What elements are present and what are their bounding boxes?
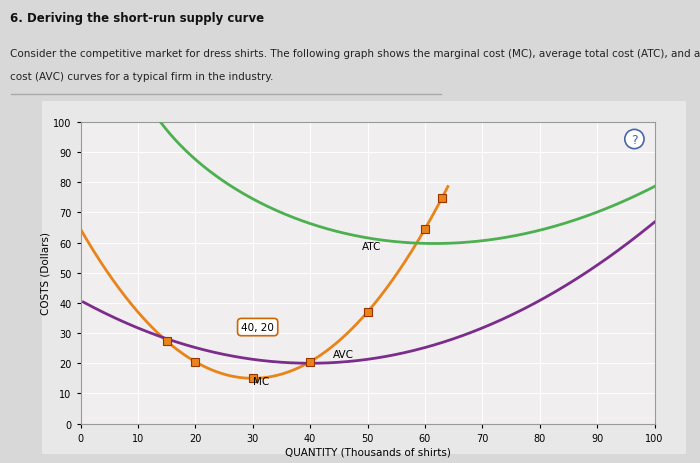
Text: 6. Deriving the short-run supply curve: 6. Deriving the short-run supply curve — [10, 12, 265, 25]
Y-axis label: COSTS (Dollars): COSTS (Dollars) — [41, 232, 50, 314]
Text: Consider the competitive market for dress shirts. The following graph shows the : Consider the competitive market for dres… — [10, 49, 700, 59]
X-axis label: QUANTITY (Thousands of shirts): QUANTITY (Thousands of shirts) — [285, 447, 450, 457]
Text: ?: ? — [631, 133, 638, 146]
Text: ATC: ATC — [362, 241, 381, 251]
Text: 40, 20: 40, 20 — [241, 322, 274, 332]
Text: AVC: AVC — [333, 350, 354, 359]
Text: cost (AVC) curves for a typical firm in the industry.: cost (AVC) curves for a typical firm in … — [10, 72, 274, 82]
Text: MC: MC — [253, 376, 269, 387]
